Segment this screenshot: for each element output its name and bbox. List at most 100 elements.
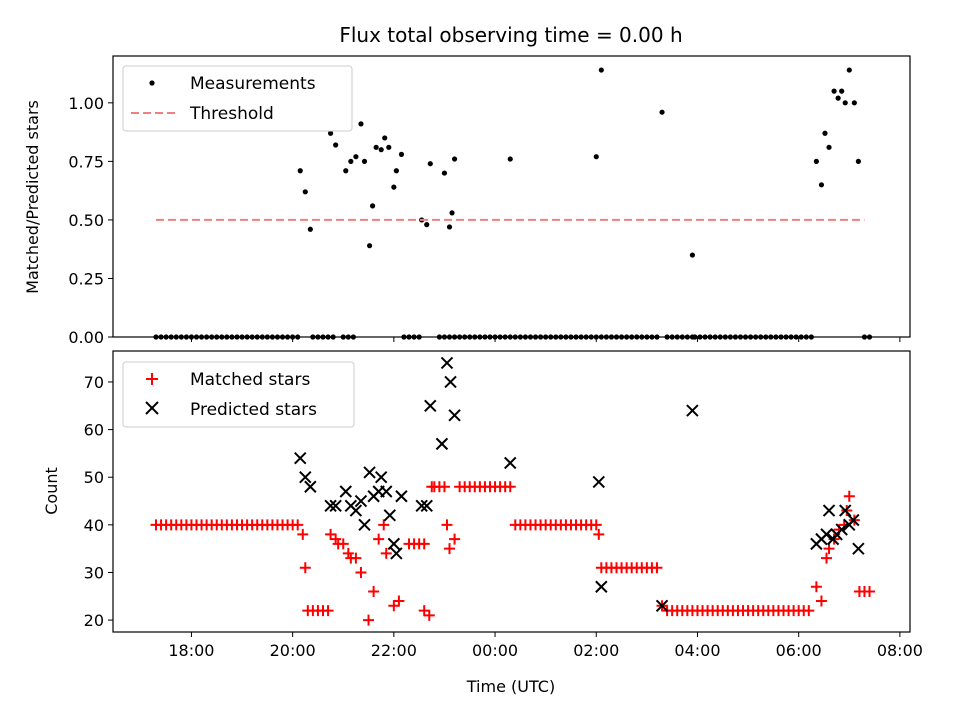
count-xtick-label: 06:00: [776, 641, 822, 660]
ratio-measurements-point: [598, 67, 604, 73]
count-matched-stars-point: [590, 519, 602, 531]
count-matched-stars-point: [449, 533, 461, 545]
count-matched-stars-point: [441, 519, 453, 531]
count-predicted-stars-point: [448, 409, 461, 422]
count-matched-stars-point: [810, 581, 822, 593]
count-matched-stars-point: [823, 543, 835, 555]
ratio-measurements-point: [689, 252, 696, 258]
count-predicted-stars-point: [595, 580, 608, 593]
count-matched-stars-point: [378, 519, 390, 531]
count-ytick-label: 50: [84, 468, 104, 487]
count-predicted-stars-point: [822, 504, 836, 517]
ratio-measurements-point: [386, 144, 392, 150]
ratio-measurements-point: [348, 158, 354, 164]
ratio-ytick-label: 0.00: [68, 328, 104, 347]
ratio-measurements-point: [449, 210, 455, 216]
ratio-measurements-point: [593, 154, 599, 160]
count-predicted-stars-point: [839, 504, 852, 517]
count-predicted-stars-point: [592, 475, 605, 489]
count-matched-stars-point: [297, 528, 309, 540]
ratio-measurements-point: [353, 154, 359, 160]
legend-measurements-marker: [149, 80, 155, 86]
count-matched-stars-point: [426, 481, 438, 493]
count-matched-stars-point: [373, 533, 385, 545]
count-matched-stars-point: [342, 547, 354, 559]
ratio-measurements-point: [441, 170, 448, 176]
count-legend: Matched stars Predicted stars: [122, 361, 355, 428]
count-predicted-stars-point: [358, 518, 371, 532]
count-xtick-label: 08:00: [877, 641, 923, 660]
ratio-measurements-point: [451, 156, 458, 162]
ratio-measurements-point: [826, 144, 832, 150]
ratio-measurements-point: [855, 158, 861, 164]
count-ytick-label: 70: [84, 373, 104, 392]
legend-predicted-label: Predicted stars: [190, 400, 317, 420]
count-ytick-label: 30: [84, 563, 104, 582]
legend-predicted-marker: [145, 401, 159, 415]
ratio-measurements-point: [307, 226, 313, 232]
count-predicted-stars-point: [424, 399, 437, 412]
count-predicted-stars-point: [387, 537, 401, 551]
ratio-ticks: 0.00 0.25 0.50 0.75 1.00: [68, 94, 901, 347]
count-matched-stars-point: [418, 605, 430, 617]
count-predicted-stars-point: [324, 499, 337, 512]
ratio-measurements-point: [373, 144, 379, 150]
count-predicted-stars-point: [504, 456, 517, 470]
count-predicted-stars-point: [395, 490, 408, 503]
count-matched-stars-point: [322, 605, 334, 617]
count-matched-stars-point: [380, 547, 392, 559]
count-predicted-stars-point: [383, 509, 397, 522]
count-predicted-stars-point: [294, 451, 307, 465]
ratio-legend: Measurements Threshold: [122, 65, 353, 132]
ratio-measurements-point: [369, 203, 376, 209]
ratio-measurements-point: [382, 135, 388, 141]
count-matched-stars-point: [363, 614, 375, 626]
count-matched-stars-point: [593, 528, 605, 540]
count-ylabel: Count: [42, 467, 61, 515]
ratio-ytick-label: 0.75: [68, 152, 104, 171]
ratio-measurements-point: [393, 168, 399, 174]
count-xtick-label: 04:00: [674, 641, 720, 660]
count-predicted-stars-point: [415, 499, 428, 512]
legend-threshold-label: Threshold: [189, 104, 274, 124]
count-legend-box: [122, 361, 355, 428]
chart-title: Flux total observing time = 0.00 h: [339, 23, 682, 47]
ratio-measurements-point: [659, 109, 665, 115]
count-matched-stars-point: [843, 490, 855, 502]
count-matched-stars-point: [337, 538, 349, 550]
ratio-measurements-point: [333, 142, 339, 148]
ratio-measurements-point: [507, 156, 513, 162]
legend-measurements-label: Measurements: [190, 74, 316, 94]
ratio-measurements-point: [378, 147, 384, 153]
count-ticks: 18:00 20:00 22:00 00:00 02:00 04:00 06:00 08:00…: [84, 373, 923, 660]
count-xtick-label: 18:00: [168, 641, 214, 660]
count-ytick-label: 20: [84, 611, 104, 630]
ratio-measurements-point: [835, 95, 841, 101]
ratio-ylabel: Matched/Predicted stars: [23, 100, 42, 294]
count-matched-stars-point: [418, 538, 430, 550]
count-predicted-stars-point: [847, 513, 860, 527]
count-matched-stars-point: [423, 609, 435, 621]
ratio-measurements-point: [831, 88, 837, 94]
ratio-ytick-label: 0.25: [68, 269, 104, 288]
count-predicted-stars-point: [390, 547, 403, 560]
count-matched-stars-point: [299, 562, 311, 574]
ratio-measurements-point: [391, 184, 397, 190]
legend-matched-marker: [146, 373, 158, 385]
count-predicted-stars-point: [420, 499, 433, 512]
count-predicted-stars-point: [655, 599, 669, 613]
ratio-measurements-point: [327, 130, 334, 136]
count-matched-stars-point: [438, 481, 450, 493]
ratio-measurements-point: [366, 243, 373, 249]
count-xlabel: Time (UTC): [466, 677, 555, 696]
count-xtick-label: 20:00: [270, 641, 316, 660]
count-matched-stars-point: [330, 533, 342, 545]
ratio-measurements-point: [842, 100, 848, 106]
ratio-measurements-point: [818, 182, 825, 188]
count-matched-stars-point: [864, 586, 876, 598]
ratio-measurements-point: [846, 67, 852, 73]
count-xtick-label: 02:00: [573, 641, 619, 660]
count-matched-stars-point: [504, 481, 516, 493]
count-predicted-stars-point: [435, 437, 449, 451]
